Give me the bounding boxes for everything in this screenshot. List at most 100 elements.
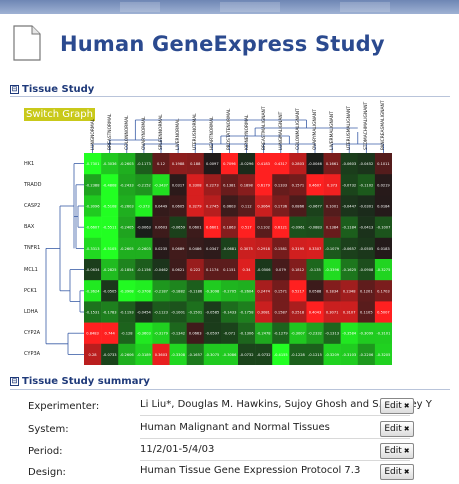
heatmap-cell-label: 0.0449 <box>155 205 168 209</box>
heatmap-cell <box>152 301 170 323</box>
heatmap-cell-label: -0.5108 <box>103 205 118 209</box>
heatmap-cell <box>203 174 222 196</box>
experimenter-label: Experimenter: <box>28 401 100 412</box>
heatmap-cell-label: 0.5217 <box>292 289 305 293</box>
heatmap-cell-label: -0.0505 <box>359 247 373 251</box>
heatmap-cell <box>169 153 187 175</box>
heatmap-cell <box>357 216 376 239</box>
heatmap-cell-label: 0.373 <box>327 183 337 187</box>
heatmap-cell <box>289 301 307 323</box>
heatmap-cell <box>118 174 136 196</box>
heatmap-cell <box>186 280 205 302</box>
heatmap-cell-label: -0.5105 <box>103 247 117 251</box>
heatmap-cell <box>357 174 376 196</box>
heatmap-cell-label: -0.2705 <box>223 289 237 293</box>
heatmap-cell-label: -0.3101 <box>377 332 391 336</box>
edit-design-button[interactable]: Edit ✖ <box>380 464 414 480</box>
heatmap-cell-label: 0.1151 <box>223 268 236 272</box>
heatmap-cell-label: 0.2803 <box>292 162 305 166</box>
heatmap-cell-label: -0.2603 <box>120 162 134 166</box>
column-label: LIVERNORMAL <box>176 118 182 150</box>
edit-system-button[interactable]: Edit ✖ <box>380 421 414 437</box>
heatmap-cell <box>220 259 239 281</box>
switch-graph-button[interactable]: Switch Graph <box>24 108 95 121</box>
edit-period-button[interactable]: Edit ✖ <box>380 443 414 459</box>
heatmap-cell-label: 0.0486 <box>189 247 202 251</box>
heatmap-cell-label: -0.2433 <box>120 183 134 187</box>
heatmap-cell <box>357 259 376 281</box>
heatmap-cell-label: -0.1882 <box>171 289 185 293</box>
row-label: PCK1 <box>24 287 37 294</box>
heatmap-cell-label: -0.3308 <box>171 353 186 357</box>
heatmap-cell <box>84 153 102 175</box>
heatmap-cell <box>340 216 359 239</box>
heatmap-cell-label: -0.0413 <box>359 226 373 230</box>
tissue-section-header[interactable]: ⊟ Tissue Study <box>10 84 94 95</box>
row-label: TRADD <box>24 181 42 188</box>
heatmap-cell <box>306 216 324 239</box>
heatmap-cell <box>220 216 239 239</box>
heatmap-cell <box>238 237 256 260</box>
heatmap-cell-label: -0.2187 <box>154 289 168 293</box>
heatmap-cell-label: -0.3584 <box>342 332 357 336</box>
edit-experimenter-button[interactable]: Edit ✖ <box>380 398 414 414</box>
heatmap-cell-label: 0.1384 <box>326 226 339 230</box>
heatmap-cell-label: 0.1988 <box>172 162 185 166</box>
period-label: Period: <box>28 446 63 457</box>
heatmap-cell-label: -0.3189 <box>137 353 152 357</box>
heatmap-cell <box>306 259 324 281</box>
row-label: TNFR1 <box>24 245 41 252</box>
heatmap-cell-label: 0.0603 <box>223 205 236 209</box>
heatmap-cell-label: 0.2918 <box>257 247 270 251</box>
heatmap-cell-label: -0.1123 <box>154 311 168 315</box>
summary-section-header[interactable]: ⊟ Tissue Study summary <box>10 376 150 387</box>
heatmap-cell <box>220 343 239 365</box>
heatmap-cell-label: -0.135 <box>309 268 321 272</box>
column-label: LIVERMALIGNANT <box>330 111 336 150</box>
heatmap-cell <box>255 280 273 302</box>
heatmap-cell <box>118 216 136 239</box>
collapse-toggle-icon[interactable]: ⊟ <box>10 85 19 94</box>
heatmap-cell-label: 0.1703 <box>377 289 390 293</box>
heatmap-cell <box>135 322 153 345</box>
heatmap-cell-label: 0.1863 <box>223 226 236 230</box>
column-label: OVARYNORMAL <box>141 116 147 150</box>
heatmap-cell-label: -0.1313 <box>325 332 339 336</box>
heatmap-cell-label: 0.188 <box>190 162 201 166</box>
heatmap-cell <box>374 216 392 239</box>
heatmap-cell-label: -0.3396 <box>325 268 340 272</box>
heatmap-cell <box>186 195 205 217</box>
heatmap-cell-label: -0.3103 <box>342 353 356 357</box>
heatmap-cell <box>186 174 205 196</box>
heatmap-cell <box>101 280 119 302</box>
heatmap-cell <box>289 216 307 239</box>
heatmap-cell <box>101 174 119 196</box>
heatmap-cell-label: -0.1215 <box>308 353 322 357</box>
tissue-section-title: Tissue Study <box>22 84 95 95</box>
heatmap-cell-label: -0.0063 <box>137 226 151 230</box>
column-label: LUNGNORMAL <box>90 118 96 150</box>
heatmap-cell <box>340 195 359 217</box>
heatmap-cell <box>374 259 392 281</box>
heatmap-cell <box>101 322 119 345</box>
heatmap-cell <box>323 174 341 196</box>
heatmap-cell <box>84 195 102 217</box>
heatmap-cell-label: 0.222 <box>190 268 200 272</box>
heatmap-cell-label: -0.3908 <box>120 289 135 293</box>
heatmap-cell <box>272 280 290 302</box>
heatmap-cell <box>289 153 307 175</box>
heatmap-cell-label: 0.6121 <box>274 226 287 230</box>
heatmap-cell <box>203 343 222 365</box>
heatmap-cell <box>340 237 359 260</box>
heatmap-cell <box>357 343 376 365</box>
heatmap-cell-label: -0.3096 <box>86 205 101 209</box>
heatmap-cell <box>118 195 136 217</box>
heatmap-cell-label: -0.0908 <box>359 268 374 272</box>
heatmap-cell-label: 0.3075 <box>240 247 253 251</box>
collapse-toggle-icon[interactable]: ⊟ <box>10 377 19 386</box>
heatmap-cell <box>101 301 119 323</box>
heatmap-cell <box>306 174 324 196</box>
heatmap-cell-label: -0.1007 <box>377 226 391 230</box>
row-label: LDHA <box>24 309 38 315</box>
heatmap-cell <box>374 153 392 175</box>
